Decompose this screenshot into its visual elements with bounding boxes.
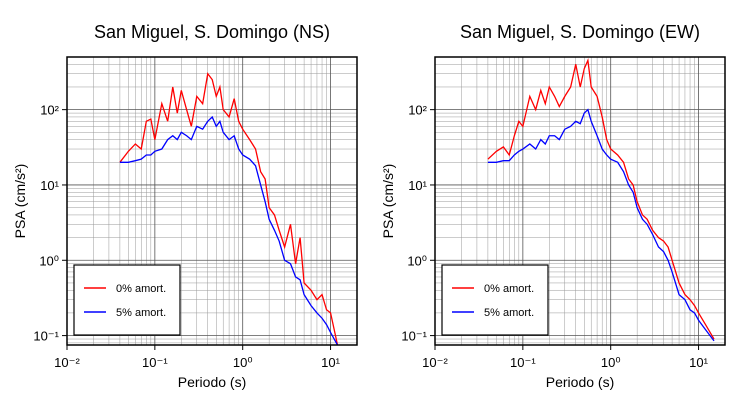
y-tick-label: 10² <box>40 103 59 118</box>
legend-label: 0% amort. <box>116 283 166 295</box>
x-tick-label: 10⁰ <box>601 355 621 370</box>
series-line <box>119 72 339 346</box>
plot: 10⁻² 10⁻¹ 10⁰ 10¹ 10⁻¹ 10⁰ 10¹ 10² San Miguel, S… <box>380 22 726 390</box>
chart-title: San Miguel, S. Domingo (EW) <box>460 22 700 42</box>
series-line <box>487 58 715 340</box>
y-tick-label: 10⁰ <box>39 253 59 268</box>
y-tick-label: 10⁻¹ <box>401 329 427 344</box>
y-tick-label: 10¹ <box>40 178 59 193</box>
legend-label: 5% amort. <box>116 307 166 319</box>
legend-label: 5% amort. <box>484 307 534 319</box>
plot-frame <box>66 56 358 346</box>
y-tick-label: 10¹ <box>408 178 427 193</box>
y-axis-label: PSA (cm/s²) <box>380 164 396 239</box>
plot-frame <box>434 56 726 346</box>
x-tick-label: 10⁻¹ <box>510 355 536 370</box>
y-axis-label: PSA (cm/s²) <box>12 164 28 239</box>
x-axis-label: Periodo (s) <box>546 374 614 390</box>
plot: 10⁻² 10⁻¹ 10⁰ 10¹ 10⁻¹ 10⁰ 10¹ 10² San Miguel, S… <box>12 22 358 390</box>
y-tick-label: 10⁰ <box>407 253 427 268</box>
x-tick-label: 10⁻¹ <box>142 355 168 370</box>
legend-box <box>441 264 549 336</box>
legend-label: 0% amort. <box>484 283 534 295</box>
x-tick-label: 10¹ <box>689 355 708 370</box>
x-tick-label: 10¹ <box>321 355 340 370</box>
x-axis-label: Periodo (s) <box>178 374 246 390</box>
y-tick-label: 10⁻¹ <box>33 329 59 344</box>
y-tick-label: 10² <box>408 103 427 118</box>
series-line <box>119 115 339 346</box>
series-line <box>487 108 715 342</box>
x-tick-label: 10⁻² <box>54 355 80 370</box>
legend-box <box>73 264 181 336</box>
x-tick-label: 10⁰ <box>233 355 253 370</box>
x-tick-label: 10⁻² <box>422 355 448 370</box>
chart-title: San Miguel, S. Domingo (NS) <box>94 22 330 42</box>
